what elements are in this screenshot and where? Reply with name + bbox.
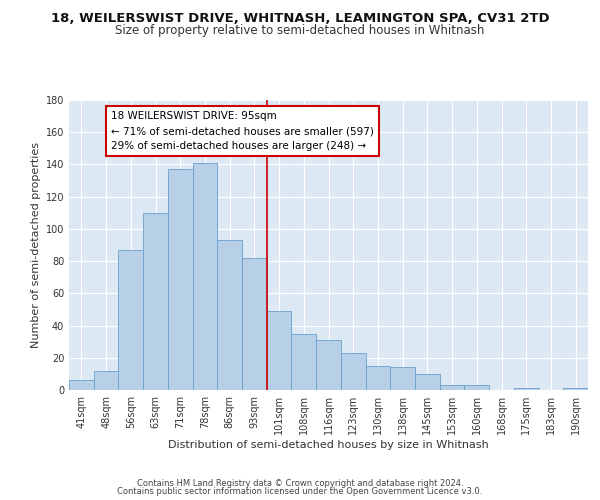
- Bar: [390, 368, 415, 390]
- Bar: [168, 170, 193, 390]
- Bar: [242, 258, 267, 390]
- Text: Contains HM Land Registry data © Crown copyright and database right 2024.: Contains HM Land Registry data © Crown c…: [137, 478, 463, 488]
- Text: Contains public sector information licensed under the Open Government Licence v3: Contains public sector information licen…: [118, 487, 482, 496]
- Text: 18, WEILERSWIST DRIVE, WHITNASH, LEAMINGTON SPA, CV31 2TD: 18, WEILERSWIST DRIVE, WHITNASH, LEAMING…: [50, 12, 550, 26]
- Bar: [292, 334, 316, 390]
- Y-axis label: Number of semi-detached properties: Number of semi-detached properties: [31, 142, 41, 348]
- Bar: [341, 353, 365, 390]
- Bar: [563, 388, 588, 390]
- Bar: [143, 213, 168, 390]
- Text: 18 WEILERSWIST DRIVE: 95sqm
← 71% of semi-detached houses are smaller (597)
29% : 18 WEILERSWIST DRIVE: 95sqm ← 71% of sem…: [111, 112, 374, 151]
- Bar: [514, 388, 539, 390]
- X-axis label: Distribution of semi-detached houses by size in Whitnash: Distribution of semi-detached houses by …: [168, 440, 489, 450]
- Bar: [365, 366, 390, 390]
- Bar: [94, 370, 118, 390]
- Bar: [464, 385, 489, 390]
- Bar: [193, 163, 217, 390]
- Bar: [440, 385, 464, 390]
- Bar: [267, 311, 292, 390]
- Bar: [69, 380, 94, 390]
- Bar: [316, 340, 341, 390]
- Bar: [217, 240, 242, 390]
- Text: Size of property relative to semi-detached houses in Whitnash: Size of property relative to semi-detach…: [115, 24, 485, 37]
- Bar: [118, 250, 143, 390]
- Bar: [415, 374, 440, 390]
